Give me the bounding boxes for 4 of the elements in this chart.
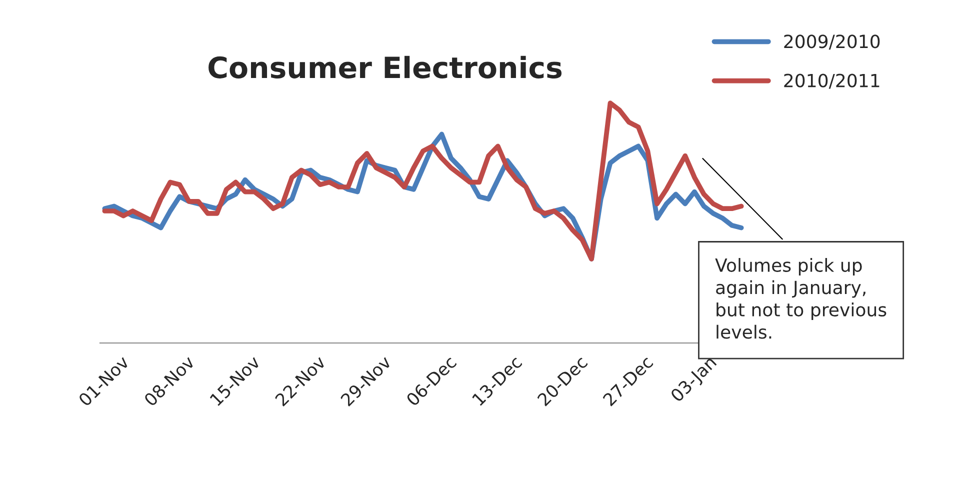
chart-title: Consumer Electronics (208, 56, 562, 78)
legend-label: 2010/2011 (784, 74, 880, 89)
annotation: Volumes pick up again in January, but not to previous levels. (715, 258, 886, 339)
legend-label: 2009/2010 (784, 34, 880, 50)
